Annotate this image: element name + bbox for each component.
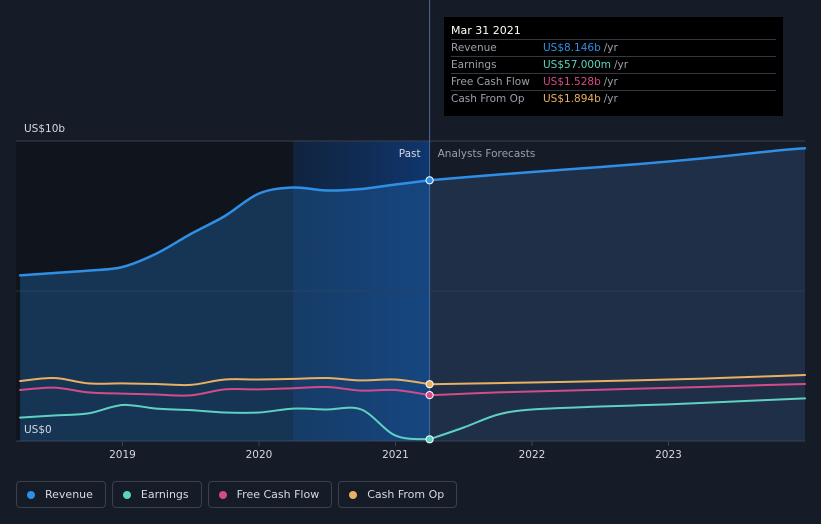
tooltip-label: Free Cash Flow <box>451 76 530 88</box>
cfo-past-line <box>19 376 431 387</box>
x-tick-label: 2023 <box>655 449 682 461</box>
y-label-top: US$10b <box>24 123 65 135</box>
past-label: Past <box>399 148 421 160</box>
tooltip-value: US$1.894b <box>543 93 601 105</box>
legend-dot-icon <box>122 490 131 499</box>
x-tick-label: 2019 <box>109 449 136 461</box>
x-tick-label: 2020 <box>246 449 273 461</box>
earnings-forecast-line <box>428 397 806 441</box>
revenue-past-line <box>18 179 431 277</box>
tooltip-unit: /yr <box>603 76 618 88</box>
tooltip-row-revenue: Revenue US$8.146b /yr <box>451 39 776 56</box>
fcf-past-line <box>19 385 431 397</box>
tooltip-unit: /yr <box>603 42 618 54</box>
legend-label: Earnings <box>140 488 189 501</box>
fcf-marker <box>425 391 434 400</box>
revenue-past-area <box>20 180 430 442</box>
tooltip-unit: /yr <box>614 59 629 71</box>
cfo-marker <box>425 380 434 389</box>
earnings-marker <box>425 435 434 444</box>
legend-item-free-cash-flow[interactable]: Free Cash Flow <box>207 481 333 508</box>
legend-item-cash-from-op[interactable]: Cash From Op <box>338 481 458 508</box>
tooltip-date: Mar 31 2021 <box>451 24 521 37</box>
tooltip: Mar 31 2021 Revenue US$8.146b /yr Earnin… <box>444 17 783 116</box>
tooltip-row-cash-from-op: Cash From Op US$1.894b /yr <box>451 90 776 107</box>
legend-dot-icon <box>27 490 35 499</box>
tooltip-label: Revenue <box>451 42 497 54</box>
legend-item-earnings[interactable]: Earnings <box>111 481 202 508</box>
legend-item-revenue[interactable]: Revenue <box>16 481 106 508</box>
revenue-forecast-line <box>428 146 807 182</box>
tooltip-row-earnings: Earnings US$57.000m /yr <box>451 56 776 73</box>
tooltip-label: Earnings <box>451 59 497 71</box>
legend: Revenue Earnings Free Cash Flow Cash Fro… <box>16 481 458 508</box>
tooltip-unit: /yr <box>603 93 618 105</box>
tooltip-label: Cash From Op <box>451 93 525 105</box>
forecast-label: Analysts Forecasts <box>438 148 536 160</box>
y-label-bottom: US$0 <box>24 424 52 436</box>
earnings-past-line <box>19 403 431 441</box>
fcf-forecast-line <box>428 383 806 397</box>
legend-label: Free Cash Flow <box>236 488 320 501</box>
x-tick-label: 2021 <box>382 449 409 461</box>
tooltip-row-free-cash-flow: Free Cash Flow US$1.528b /yr <box>451 73 776 90</box>
cfo-forecast-line <box>428 374 806 386</box>
legend-label: Revenue <box>45 488 93 501</box>
legend-dot-icon <box>218 490 227 499</box>
revenue-forecast-area <box>429 148 805 441</box>
tooltip-value: US$8.146b <box>543 42 601 54</box>
tooltip-value: US$57.000m <box>543 59 611 71</box>
x-tick-label: 2022 <box>519 449 546 461</box>
tooltip-value: US$1.528b <box>543 76 601 88</box>
legend-label: Cash From Op <box>367 488 445 501</box>
legend-dot-icon <box>349 490 358 499</box>
revenue-marker <box>425 176 434 185</box>
